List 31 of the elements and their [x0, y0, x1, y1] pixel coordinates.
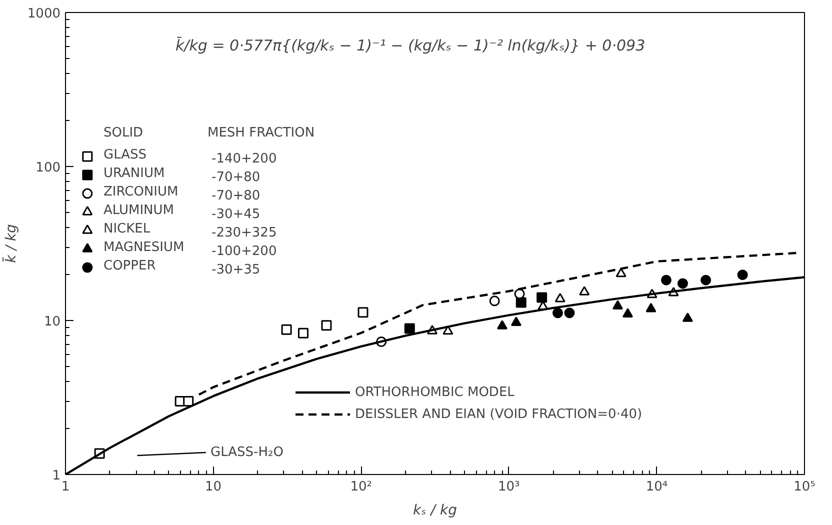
y-axis-title: k̄ / kg [2, 224, 20, 263]
legend-label: COPPER [104, 258, 156, 274]
annotation: MESH FRACTION [208, 126, 315, 140]
x-tick-label: 10⁵ [794, 480, 816, 494]
annotation: k̄/kg = 0·577π{(kg/kₛ − 1)⁻¹ − (kg/kₛ − 1)⁻² ln(kg/kₛ)} + 0·093 [176, 36, 646, 54]
legend-label: ORTHORHOMBIC MODEL [355, 384, 514, 400]
x-tick-label: 10³ [498, 480, 520, 494]
y-tick-label: 10 [44, 314, 61, 330]
x-tick-label: 10⁴ [646, 480, 668, 494]
annotation: -140+200 [212, 152, 277, 166]
legend-label: ALUMINUM [104, 203, 174, 218]
annotation: -30+35 [212, 262, 260, 278]
legend-label: URANIUM [104, 166, 165, 181]
x-axis-title: kₛ / kg [413, 502, 458, 518]
annotation: -100+200 [212, 244, 277, 259]
legend-label: GLASS [104, 148, 147, 162]
legend-title: SOLID [104, 126, 144, 140]
x-tick-label: 10 [205, 480, 222, 494]
legend-label: NICKEL [104, 222, 151, 236]
legend-label: ZIRCONIUM [104, 184, 178, 200]
legend-label: DEISSLER AND EIAN (VOID FRACTION=0·40) [355, 406, 642, 422]
annotation: GLASS-H₂O [210, 445, 284, 460]
annotation: -230+325 [212, 226, 277, 240]
legend-label: MAGNESIUM [104, 240, 184, 255]
x-tick-label: 10² [350, 480, 372, 494]
annotation: -30+45 [212, 207, 260, 222]
y-tick-label: 1 [52, 468, 61, 484]
annotation: -70+80 [212, 170, 260, 185]
y-tick-label: 100 [36, 160, 61, 176]
annotation: -70+80 [212, 188, 260, 204]
y-tick-label: 1000 [27, 6, 61, 22]
